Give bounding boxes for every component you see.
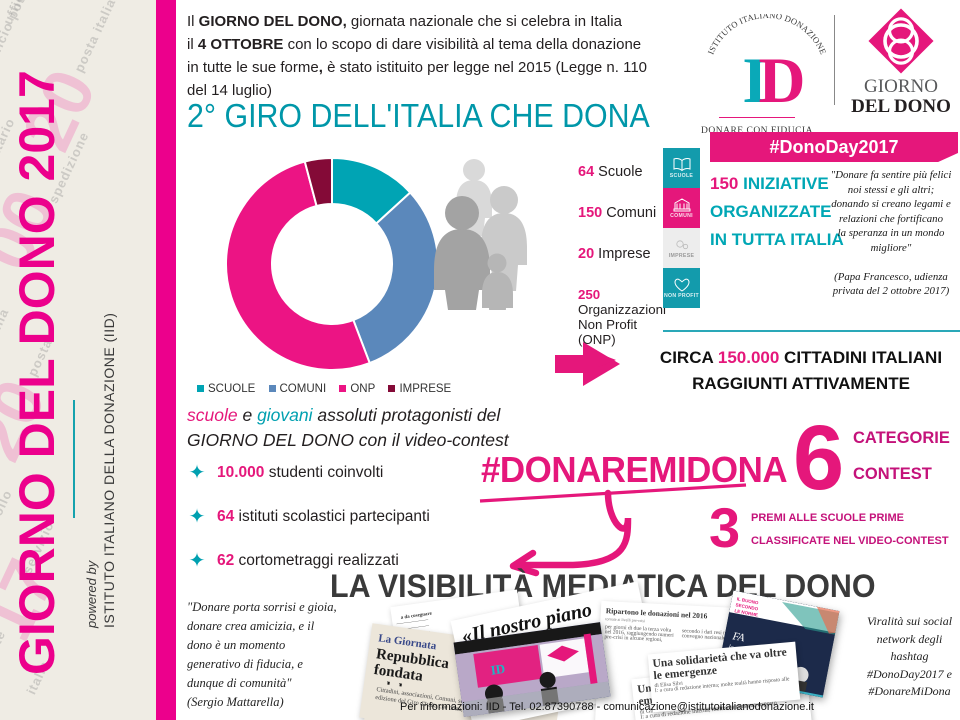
svg-text:D: D — [759, 45, 806, 114]
svg-text:FA: FA — [731, 630, 746, 644]
svg-text:ID: ID — [490, 661, 506, 678]
